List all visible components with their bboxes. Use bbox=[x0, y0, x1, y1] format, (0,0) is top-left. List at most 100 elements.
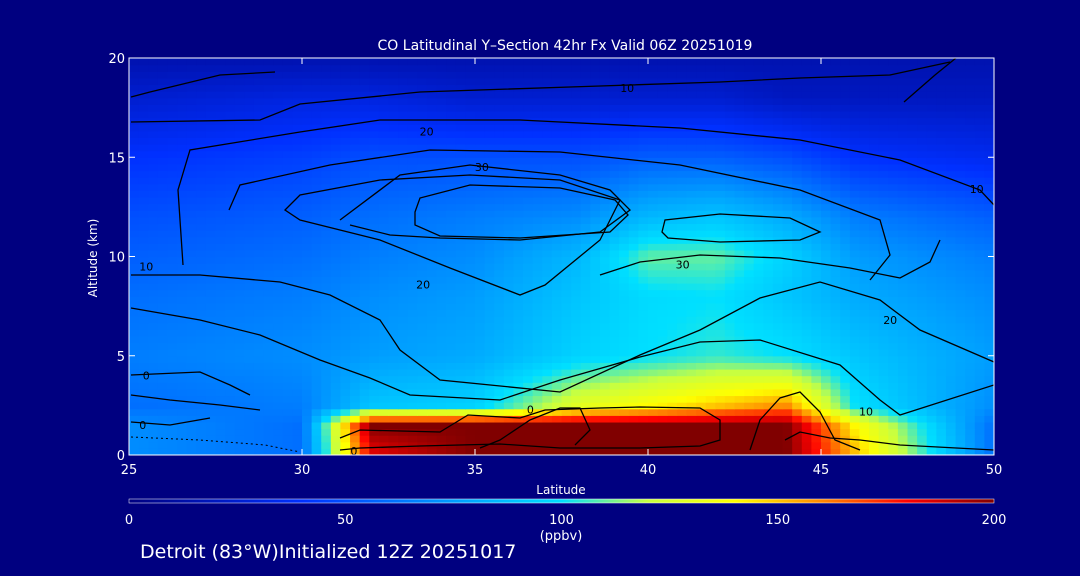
field-cell bbox=[369, 368, 380, 377]
field-cell bbox=[628, 130, 639, 138]
field-cell bbox=[936, 97, 947, 105]
field-cell bbox=[561, 104, 572, 112]
field-cell bbox=[801, 196, 812, 205]
field-cell bbox=[446, 97, 457, 105]
field-cell bbox=[513, 435, 524, 443]
field-cell bbox=[792, 137, 803, 145]
field-cell bbox=[571, 395, 582, 403]
field-cell bbox=[465, 91, 476, 99]
field-cell bbox=[811, 243, 822, 251]
field-cell bbox=[350, 382, 361, 390]
field-cell bbox=[945, 421, 957, 430]
field-cell bbox=[821, 163, 832, 172]
field-cell bbox=[282, 243, 293, 251]
field-cell bbox=[917, 382, 928, 390]
field-cell bbox=[388, 276, 399, 284]
field-cell bbox=[359, 289, 370, 297]
field-cell bbox=[917, 368, 928, 377]
field-cell bbox=[426, 236, 438, 244]
field-cell bbox=[907, 110, 918, 119]
field-cell bbox=[888, 342, 899, 350]
field-cell bbox=[340, 296, 351, 304]
field-cell bbox=[465, 150, 476, 158]
field-cell bbox=[955, 236, 966, 244]
field-cell bbox=[340, 137, 351, 145]
field-cell bbox=[955, 117, 966, 125]
field-cell bbox=[926, 316, 937, 324]
field-cell bbox=[571, 309, 582, 317]
field-cell bbox=[696, 276, 707, 284]
field-cell bbox=[676, 382, 688, 390]
field-cell bbox=[849, 91, 861, 99]
field-cell bbox=[205, 309, 217, 317]
field-cell bbox=[657, 349, 668, 357]
field-cell bbox=[359, 203, 370, 211]
field-cell bbox=[724, 144, 736, 152]
field-cell bbox=[148, 289, 159, 297]
field-cell bbox=[359, 230, 370, 238]
field-cell bbox=[436, 448, 447, 455]
field-cell bbox=[974, 150, 985, 158]
field-cell bbox=[359, 349, 370, 357]
field-cell bbox=[148, 124, 159, 132]
field-cell bbox=[436, 236, 447, 244]
field-cell bbox=[686, 97, 697, 105]
field-cell bbox=[792, 144, 803, 152]
field-cell bbox=[378, 110, 390, 119]
field-cell bbox=[571, 428, 582, 436]
field-cell bbox=[542, 309, 553, 317]
field-cell bbox=[330, 441, 342, 449]
field-cell bbox=[561, 117, 572, 125]
field-cell bbox=[273, 97, 284, 105]
field-cell bbox=[907, 302, 918, 311]
field-cell bbox=[734, 421, 745, 430]
field-cell bbox=[321, 104, 332, 112]
field-cell bbox=[417, 256, 428, 264]
field-cell bbox=[648, 329, 659, 337]
field-cell bbox=[628, 388, 639, 397]
field-cell bbox=[571, 349, 582, 357]
field-cell bbox=[340, 382, 351, 390]
field-cell bbox=[369, 282, 380, 291]
field-cell bbox=[407, 256, 418, 264]
field-cell bbox=[619, 177, 630, 185]
field-cell bbox=[330, 296, 342, 304]
field-cell bbox=[148, 342, 159, 350]
field-cell bbox=[436, 368, 447, 377]
field-cell bbox=[955, 196, 966, 205]
field-cell bbox=[475, 117, 486, 125]
field-cell bbox=[426, 157, 438, 165]
field-cell bbox=[676, 97, 688, 105]
field-cell bbox=[350, 355, 361, 363]
field-cell bbox=[734, 117, 745, 125]
field-cell bbox=[609, 256, 620, 264]
field-cell bbox=[273, 441, 284, 449]
field-cell bbox=[753, 210, 764, 218]
field-cell bbox=[167, 428, 178, 436]
field-cell bbox=[897, 91, 909, 99]
field-cell bbox=[830, 415, 841, 423]
field-cell bbox=[648, 355, 659, 363]
field-cell bbox=[792, 230, 803, 238]
field-cell bbox=[311, 269, 322, 277]
field-cell bbox=[821, 157, 832, 165]
field-cell bbox=[619, 296, 630, 304]
field-cell bbox=[619, 269, 630, 277]
field-cell bbox=[494, 329, 505, 337]
field-cell bbox=[744, 335, 755, 344]
field-cell bbox=[302, 421, 313, 430]
field-cell bbox=[571, 329, 582, 337]
field-cell bbox=[965, 448, 976, 455]
field-cell bbox=[129, 97, 140, 105]
field-cell bbox=[177, 104, 188, 112]
field-cell bbox=[350, 190, 361, 198]
field-cell bbox=[475, 329, 486, 337]
field-cell bbox=[628, 408, 639, 416]
field-cell bbox=[542, 382, 553, 390]
field-cell bbox=[907, 448, 918, 455]
field-cell bbox=[849, 177, 861, 185]
field-cell bbox=[974, 124, 985, 132]
field-cell bbox=[330, 435, 342, 443]
field-cell bbox=[369, 322, 380, 330]
field-cell bbox=[792, 183, 803, 191]
